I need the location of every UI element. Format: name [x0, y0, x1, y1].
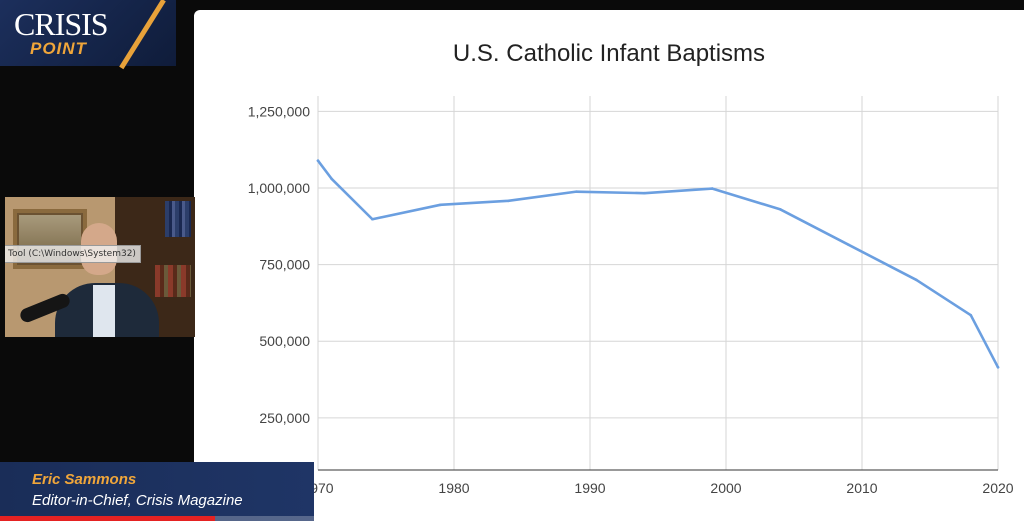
data-point: [371, 217, 374, 221]
data-point: [330, 177, 333, 181]
y-tick-label: 1,250,000: [248, 103, 310, 119]
y-tick-label: 250,000: [259, 410, 310, 426]
logo-stripe: [119, 0, 166, 70]
data-point: [711, 187, 714, 190]
data-point: [439, 203, 442, 207]
x-tick-label: 2000: [710, 480, 741, 496]
crisis-point-logo: CRISIS POINT: [0, 0, 176, 70]
data-point: [575, 190, 578, 193]
x-tick-label: 2020: [982, 480, 1013, 496]
y-tick-label: 1,000,000: [248, 180, 310, 196]
presenter-shirt: [93, 285, 115, 337]
x-tick-label: 2010: [846, 480, 877, 496]
video-progress-bar[interactable]: [0, 516, 1024, 521]
baptisms-line-chart: 250,000 500,000 750,000 1,000,000 1,250,000 1…: [248, 40, 1014, 496]
logo-crisis-text: CRISIS: [14, 6, 109, 42]
chart-panel: 250,000 500,000 750,000 1,000,000 1,250,000 1…: [194, 10, 1024, 521]
presenter-title: Editor-in-Chief, Crisis Magazine: [32, 492, 243, 509]
data-point: [643, 191, 646, 195]
webcam-books-middle: [155, 265, 191, 297]
data-point: [316, 159, 320, 162]
x-tick-label: 1990: [574, 480, 605, 496]
presenter-name: Eric Sammons: [32, 471, 137, 488]
y-tick-label: 750,000: [259, 257, 310, 273]
data-point: [779, 208, 782, 211]
data-point: [507, 199, 510, 203]
webcam-books-top: [165, 201, 191, 237]
presenter-lower-third: Eric Sammons Editor-in-Chief, Crisis Mag…: [0, 462, 314, 521]
video-progress-fill: [0, 516, 216, 521]
data-point: [847, 243, 850, 246]
presenter-webcam: Tool (C:\Windows\System32): [5, 197, 195, 337]
data-point: [969, 313, 973, 317]
data-point: [996, 366, 1000, 369]
overlay-tooltip: Tool (C:\Windows\System32): [5, 245, 141, 263]
series-line: [316, 159, 1000, 369]
data-point: [915, 278, 918, 282]
chart-title: U.S. Catholic Infant Baptisms: [453, 40, 765, 67]
logo-point-text: POINT: [30, 39, 87, 58]
x-tick-label: 1980: [438, 480, 469, 496]
y-tick-label: 500,000: [259, 333, 310, 349]
